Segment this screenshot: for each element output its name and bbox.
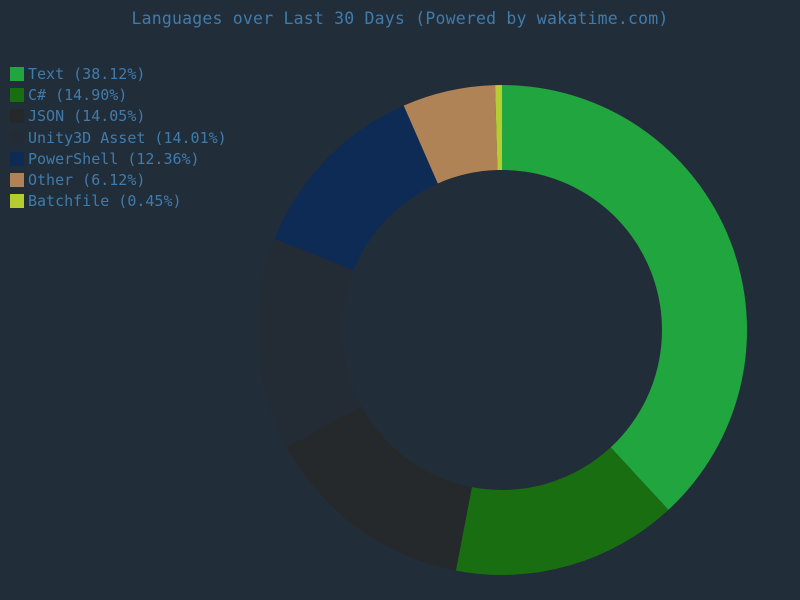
- donut-segment-powershell: [274, 105, 438, 271]
- legend-item: Batchfile (0.45%): [10, 191, 227, 212]
- legend-item: Other (6.12%): [10, 169, 227, 190]
- legend-label: JSON (14.05%): [28, 107, 146, 126]
- legend-swatch-icon: [10, 194, 24, 209]
- legend-item: Text (38.12%): [10, 63, 227, 84]
- legend-label: Other (6.12%): [28, 171, 146, 190]
- legend-swatch-icon: [10, 130, 24, 145]
- legend-item: PowerShell (12.36%): [10, 148, 227, 169]
- donut-segment-json: [286, 406, 472, 571]
- legend-label: Batchfile (0.45%): [28, 192, 182, 211]
- donut-segment-text: [502, 85, 748, 510]
- legend: Text (38.12%) C# (14.90%) JSON (14.05%) Uni…: [10, 63, 227, 212]
- donut-segment-c: [455, 447, 669, 576]
- legend-item: C# (14.90%): [10, 84, 227, 105]
- donut-segment-batchfile: [495, 85, 502, 171]
- donut-segment-unity3d-asset: [256, 238, 362, 448]
- legend-swatch-icon: [10, 173, 24, 188]
- legend-label: C# (14.90%): [28, 85, 128, 104]
- legend-swatch-icon: [10, 87, 24, 102]
- legend-swatch-icon: [10, 66, 24, 81]
- legend-label: Text (38.12%): [28, 64, 146, 83]
- legend-label: PowerShell (12.36%): [28, 149, 200, 168]
- legend-label: Unity3D Asset (14.01%): [28, 128, 227, 147]
- donut-segment-other: [403, 85, 498, 184]
- legend-swatch-icon: [10, 109, 24, 124]
- chart-title: Languages over Last 30 Days (Powered by …: [131, 9, 669, 28]
- legend-swatch-icon: [10, 151, 24, 166]
- legend-item: JSON (14.05%): [10, 106, 227, 127]
- legend-item: Unity3D Asset (14.01%): [10, 127, 227, 148]
